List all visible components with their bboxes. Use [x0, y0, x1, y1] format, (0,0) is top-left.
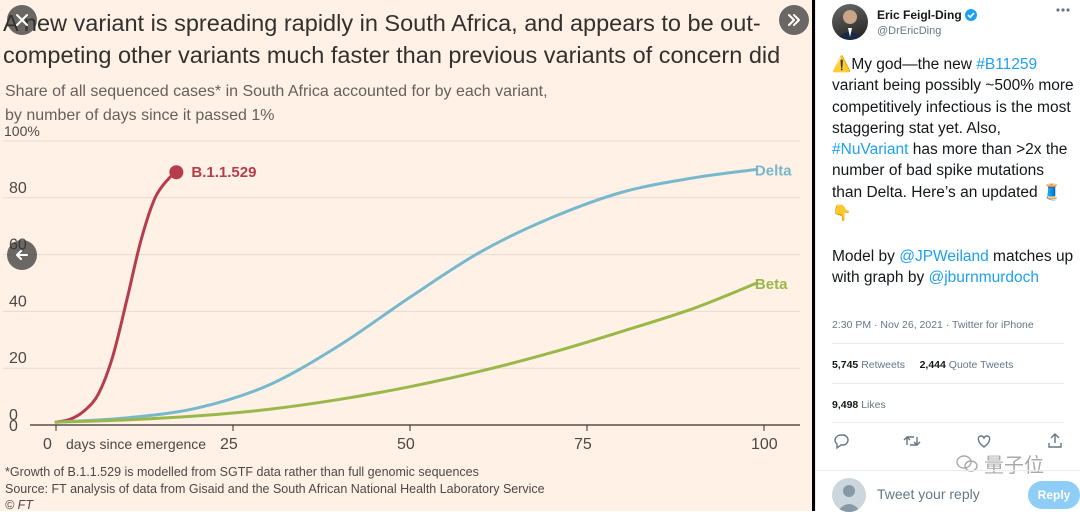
divider: [832, 422, 1064, 423]
chart-subtitle-line2: by number of days since it passed 1%: [5, 107, 274, 124]
user-avatar: [832, 478, 866, 512]
quote-tweets-count: 2,444: [919, 359, 946, 371]
chart-title-line1: A new variant is spreading rapidly in So…: [3, 10, 761, 36]
x-axis-ticks: 0 25 50 75 100: [43, 425, 778, 453]
tweet-media[interactable]: A new variant is spreading rapidly in So…: [0, 0, 815, 511]
author-name[interactable]: Eric Feigl-Ding: [877, 8, 978, 22]
y-axis-ticks: 020406080100%0: [4, 123, 40, 435]
series-group: B.1.1.529 Delta Beta: [54, 162, 792, 424]
author-name-text[interactable]: Eric Feigl-Ding: [877, 8, 962, 22]
series-line-beta: [54, 281, 759, 424]
double-chevron-right-icon: [788, 14, 800, 26]
x-tick-label: 75: [574, 436, 592, 453]
hashtag-link[interactable]: #NuVariant: [832, 141, 909, 159]
retweets-count: 5,745: [832, 359, 859, 371]
series-label-delta: Delta: [755, 162, 792, 179]
retweet-icon[interactable]: [903, 432, 921, 450]
y-tick-label-zero: 0: [9, 418, 18, 435]
tweet-text-part: has more than >2x the number of bad spik…: [832, 141, 1068, 223]
watermark-text: 量子位: [984, 455, 1044, 477]
hashtag-link[interactable]: #B11259: [976, 56, 1038, 73]
divider: [816, 470, 1080, 471]
arrow-left-icon: [16, 250, 28, 260]
series-label-beta: Beta: [755, 276, 788, 293]
y-tick-label: 100%: [4, 123, 40, 139]
chart-copyright: © FT: [5, 498, 34, 511]
like-icon[interactable]: [975, 432, 993, 450]
tweet-text-part: matches up with graph by: [832, 247, 1074, 286]
tweet-timestamp[interactable]: 2:30 PM · Nov 26, 2021 · Twitter for iPh…: [832, 319, 1034, 331]
series-label-b-1-1-529: B.1.1.529: [191, 164, 256, 181]
series-end-marker-b-1-1-529: [169, 165, 184, 180]
reply-icon[interactable]: [832, 432, 850, 450]
y-tick-label: 80: [9, 180, 27, 197]
author-handle[interactable]: @DrEricDing: [877, 25, 942, 37]
close-button[interactable]: [7, 5, 37, 35]
chart-footnote: *Growth of B.1.1.529 is modelled from SG…: [5, 465, 479, 479]
default-avatar-icon: [837, 485, 861, 512]
tweet-panel: Eric Feigl-Ding @DrEricDing ⚠️My god—the…: [815, 0, 1080, 512]
y-tick-label: 40: [9, 293, 27, 310]
more-options-icon[interactable]: [1055, 7, 1071, 13]
mention-link[interactable]: @jburnmurdoch: [928, 268, 1040, 286]
tweet-text-part: My god—the new: [851, 56, 977, 73]
likes-label: Likes: [861, 399, 886, 411]
x-axis-label: days since emergence: [66, 436, 206, 452]
mention-link[interactable]: @JPWeiland: [899, 247, 989, 265]
chart-svg: A new variant is spreading rapidly in So…: [3, 10, 800, 511]
chart-source: Source: FT analysis of data from Gisaid …: [5, 482, 545, 496]
retweets-label: Retweets: [861, 359, 905, 371]
y-tick-label: 0: [9, 407, 18, 424]
tweet-text: ⚠️My god—the new #B11259 variant being p…: [832, 54, 1077, 288]
retweet-stats[interactable]: 5,745 Retweets 2,444 Quote Tweets: [832, 359, 1013, 371]
likes-stats[interactable]: 9,498 Likes: [832, 399, 886, 411]
x-tick-label: 0: [43, 436, 52, 453]
divider: [832, 343, 1064, 344]
chart: A new variant is spreading rapidly in So…: [0, 0, 812, 511]
x-tick-label: 50: [397, 436, 415, 453]
reply-composer: Tweet your reply Reply: [832, 476, 1080, 512]
avatar[interactable]: [832, 4, 868, 40]
previous-image-button[interactable]: [7, 240, 37, 270]
reply-button[interactable]: Reply: [1028, 481, 1080, 509]
tweet-text-part: Model by: [832, 247, 900, 265]
tweet-text-part: variant being possibly ~500% more compet…: [832, 77, 1074, 137]
chart-subtitle-line1: Share of all sequenced cases* in South A…: [5, 83, 548, 100]
profile-photo-icon: [836, 10, 864, 40]
share-icon[interactable]: [1046, 432, 1064, 450]
warning-icon: ⚠️: [832, 56, 852, 73]
verified-badge-icon: [965, 9, 978, 21]
series-line-b-1-1-529: [54, 170, 178, 424]
expand-sidebar-button[interactable]: [779, 5, 809, 35]
likes-count: 9,498: [832, 399, 859, 411]
divider: [832, 383, 1064, 384]
watermark: 量子位: [956, 449, 1044, 478]
x-tick-label: 100: [751, 436, 778, 453]
reply-input[interactable]: Tweet your reply: [877, 486, 980, 502]
action-bar: [832, 432, 1064, 450]
x-tick-label: 25: [220, 436, 238, 453]
gridlines: [3, 140, 800, 426]
y-tick-label: 20: [9, 350, 27, 367]
quote-tweets-label: Quote Tweets: [948, 359, 1014, 371]
close-icon: [16, 14, 28, 26]
series-line-delta: [54, 167, 759, 424]
chart-title-line2: competing other variants much faster tha…: [3, 42, 780, 68]
